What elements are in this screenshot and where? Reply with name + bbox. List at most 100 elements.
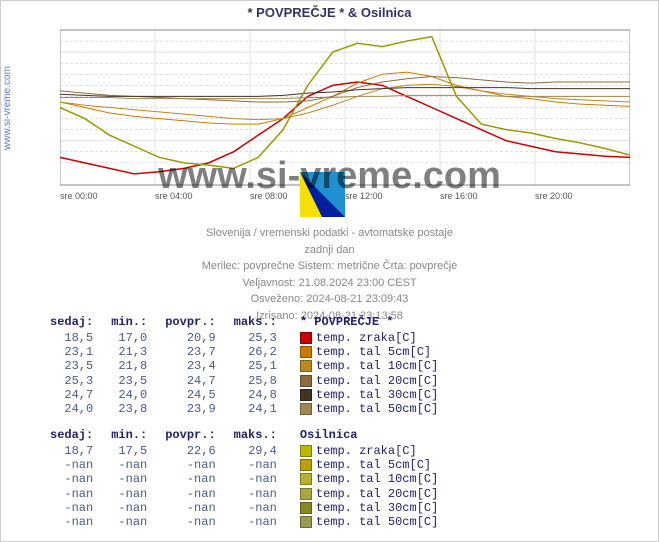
title-main: POVPREČJE * xyxy=(256,5,344,20)
cell-sedaj: 24,0 xyxy=(50,402,111,416)
legend-swatch xyxy=(300,332,312,344)
col-sedaj: sedaj: xyxy=(50,315,111,331)
cell-sedaj: -nan xyxy=(50,472,111,486)
cell-sedaj: 25,3 xyxy=(50,374,111,388)
cell-sedaj: 18,7 xyxy=(50,444,111,458)
legend-label: temp. tal 20cm[C] xyxy=(316,374,438,388)
table-row: -nan-nan-nan-nantemp. tal 30cm[C] xyxy=(50,501,438,515)
table-osilnica: sedaj:min.:povpr.:maks.:Osilnica18,717,5… xyxy=(50,428,438,529)
cell-maks: 25,1 xyxy=(234,359,295,373)
cell-sedaj: -nan xyxy=(50,458,111,472)
table-row: -nan-nan-nan-nantemp. tal 20cm[C] xyxy=(50,487,438,501)
cell-sedaj: 24,7 xyxy=(50,388,111,402)
cell-min: 17,5 xyxy=(111,444,165,458)
meta-block: Slovenija / vremenski podatki - avtomats… xyxy=(0,225,659,324)
cell-legend: temp. tal 20cm[C] xyxy=(295,374,438,388)
table-row: 23,521,823,425,1 temp. tal 10cm[C] xyxy=(50,359,438,373)
col-maks: maks.: xyxy=(234,428,295,444)
cell-povpr: -nan xyxy=(165,487,233,501)
cell-maks: -nan xyxy=(234,515,295,529)
table-row: -nan-nan-nan-nantemp. tal 5cm[C] xyxy=(50,458,438,472)
cell-povpr: 24,7 xyxy=(165,374,233,388)
table-row: 24,724,024,524,8temp. tal 30cm[C] xyxy=(50,388,438,402)
title-prefix: * xyxy=(247,5,256,20)
cell-min: 21,8 xyxy=(111,359,165,373)
legend-label: temp. tal 10cm[C] xyxy=(316,472,438,486)
cell-legend: temp. tal 5cm[C] xyxy=(295,458,438,472)
legend-swatch xyxy=(300,516,312,528)
legend-swatch xyxy=(300,488,312,500)
table-row: 18,517,020,925,3temp. zraka[C] xyxy=(50,331,438,345)
meta-line-1: Slovenija / vremenski podatki - avtomats… xyxy=(0,225,659,242)
title-suffix: & Osilnica xyxy=(344,5,411,20)
chart-area: 2028sre 00:00sre 04:00sre 08:00sre 12:00… xyxy=(60,25,630,215)
col-sedaj: sedaj: xyxy=(50,428,111,444)
cell-min: 23,8 xyxy=(111,402,165,416)
col-povpr: povpr.: xyxy=(165,315,233,331)
cell-maks: -nan xyxy=(234,472,295,486)
legend-swatch xyxy=(300,459,312,471)
legend-swatch xyxy=(300,375,312,387)
cell-min: -nan xyxy=(111,472,165,486)
cell-min: 17,0 xyxy=(111,331,165,345)
cell-povpr: -nan xyxy=(165,515,233,529)
cell-maks: -nan xyxy=(234,501,295,515)
col-povpr: povpr.: xyxy=(165,428,233,444)
cell-povpr: 22,6 xyxy=(165,444,233,458)
legend-swatch xyxy=(300,445,312,457)
cell-sedaj: -nan xyxy=(50,487,111,501)
cell-min: 24,0 xyxy=(111,388,165,402)
cell-legend: temp. tal 10cm[C] xyxy=(295,359,438,373)
legend-swatch xyxy=(300,403,312,415)
cell-povpr: -nan xyxy=(165,501,233,515)
site-logo xyxy=(300,172,345,217)
col-legend: * POVPREČJE * xyxy=(295,315,438,331)
cell-maks: 25,8 xyxy=(234,374,295,388)
cell-povpr: 23,4 xyxy=(165,359,233,373)
cell-min: -nan xyxy=(111,515,165,529)
cell-sedaj: 23,1 xyxy=(50,345,111,359)
cell-sedaj: 23,5 xyxy=(50,359,111,373)
meta-line-3: Merilec: povprečne Sistem: metrične Črta… xyxy=(0,258,659,275)
table-row: 18,717,522,629,4temp. zraka[C] xyxy=(50,444,438,458)
cell-maks: 29,4 xyxy=(234,444,295,458)
legend-label: temp. tal 50cm[C] xyxy=(316,515,438,529)
svg-text:sre 08:00: sre 08:00 xyxy=(250,191,288,201)
legend-label: temp. zraka[C] xyxy=(316,331,417,345)
table-row: -nan-nan-nan-nantemp. tal 10cm[C] xyxy=(50,472,438,486)
legend-swatch xyxy=(300,473,312,485)
svg-text:sre 12:00: sre 12:00 xyxy=(345,191,383,201)
legend-label: temp. tal 20cm[C] xyxy=(316,487,438,501)
cell-legend: temp. tal 30cm[C] xyxy=(295,388,438,402)
legend-label: temp. tal 5cm[C] xyxy=(316,345,431,359)
legend-swatch xyxy=(300,360,312,372)
svg-text:sre 20:00: sre 20:00 xyxy=(535,191,573,201)
legend-label: temp. tal 10cm[C] xyxy=(316,359,438,373)
col-maks: maks.: xyxy=(234,315,295,331)
cell-maks: -nan xyxy=(234,487,295,501)
cell-legend: temp. tal 50cm[C] xyxy=(295,402,438,416)
cell-povpr: -nan xyxy=(165,458,233,472)
legend-label: temp. tal 5cm[C] xyxy=(316,458,431,472)
cell-legend: temp. tal 5cm[C] xyxy=(295,345,438,359)
table-row: 25,323,524,725,8temp. tal 20cm[C] xyxy=(50,374,438,388)
table-row: 23,121,323,726,2temp. tal 5cm[C] xyxy=(50,345,438,359)
legend-swatch xyxy=(300,346,312,358)
meta-line-5: Osveženo: 2024-08-21 23:09:43 xyxy=(0,291,659,308)
cell-legend: temp. tal 20cm[C] xyxy=(295,487,438,501)
col-min: min.: xyxy=(111,428,165,444)
cell-legend: temp. tal 50cm[C] xyxy=(295,515,438,529)
cell-maks: 26,2 xyxy=(234,345,295,359)
cell-povpr: 23,7 xyxy=(165,345,233,359)
cell-legend: temp. tal 30cm[C] xyxy=(295,501,438,515)
meta-line-2: zadnji dan xyxy=(0,242,659,259)
table-povprecje: sedaj:min.:povpr.:maks.:* POVPREČJE *18,… xyxy=(50,315,438,416)
cell-sedaj: -nan xyxy=(50,501,111,515)
legend-label: temp. tal 50cm[C] xyxy=(316,402,438,416)
cell-maks: 24,8 xyxy=(234,388,295,402)
table-row: 24,023,823,924,1temp. tal 50cm[C] xyxy=(50,402,438,416)
cell-min: -nan xyxy=(111,501,165,515)
svg-text:sre 16:00: sre 16:00 xyxy=(440,191,478,201)
legend-label: temp. tal 30cm[C] xyxy=(316,501,438,515)
chart-title: * POVPREČJE * & Osilnica xyxy=(0,5,659,20)
